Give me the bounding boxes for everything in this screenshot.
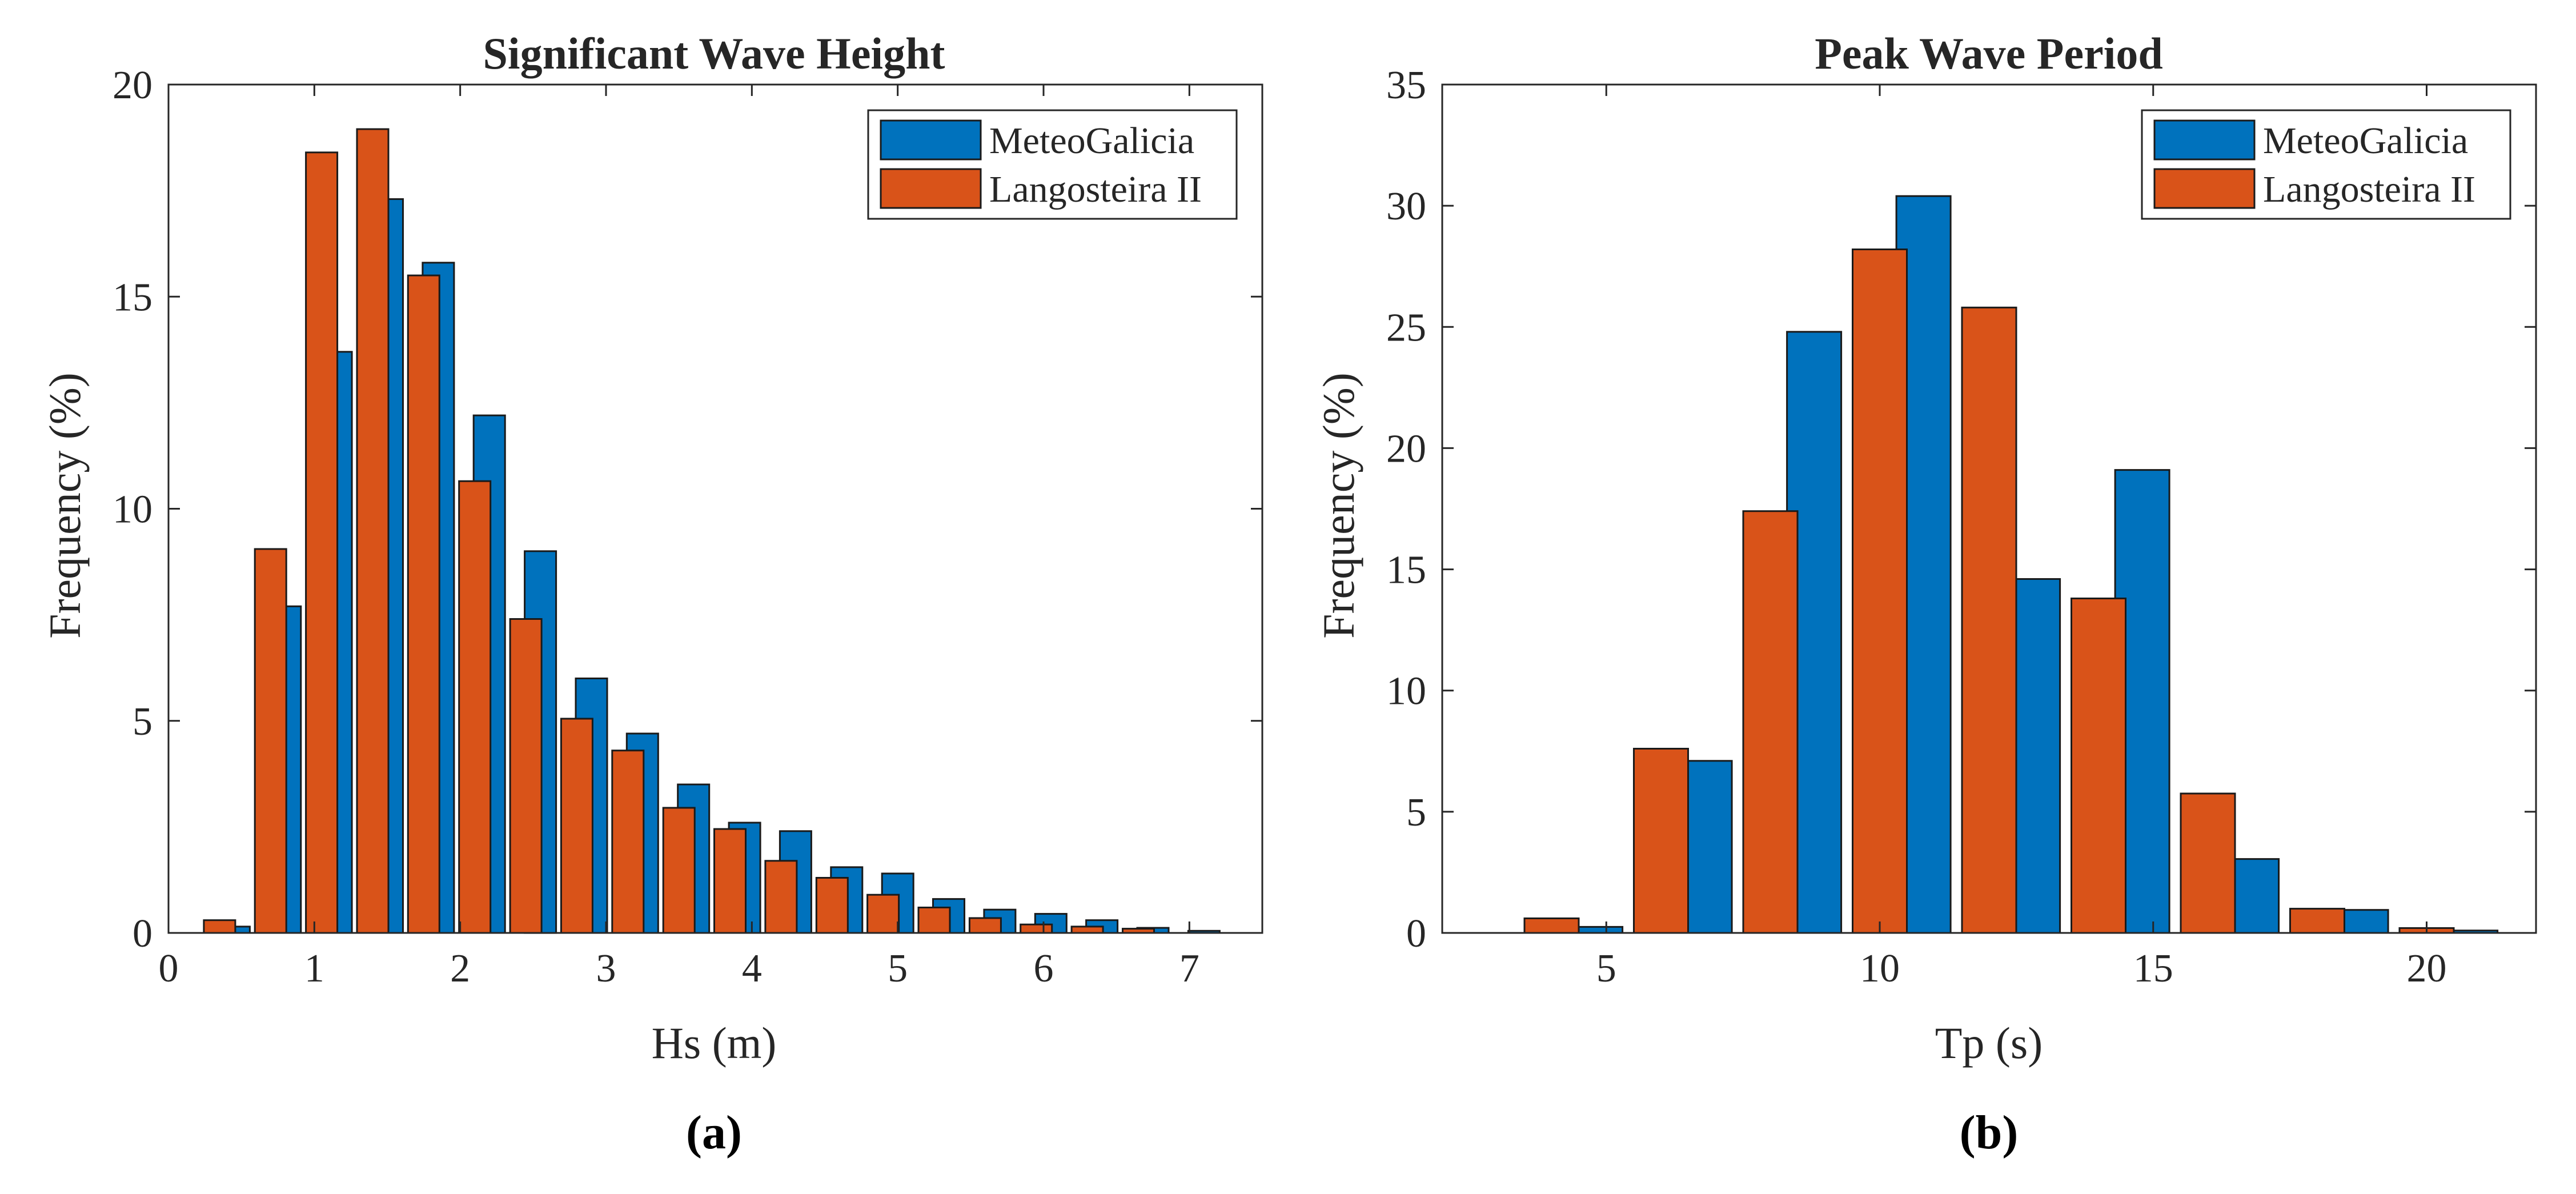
chart-b-legend-swatch-0 — [2153, 119, 2256, 161]
chart-a-bar-langosteira-7 — [560, 718, 593, 934]
chart-b-legend[interactable]: MeteoGalicia Langosteira II — [2141, 109, 2511, 220]
chart-a-bar-langosteira-8 — [611, 750, 645, 934]
chart-b-ytick-label-2: 10 — [1386, 670, 1426, 714]
chart-b-ytick-label-3: 15 — [1386, 548, 1426, 592]
chart-b-caption: (b) — [1960, 1106, 2019, 1159]
chart-b-xlabel: Tp (s) — [1935, 1018, 2043, 1068]
chart-a-bar-langosteira-17 — [1070, 925, 1104, 934]
chart-a-bar-langosteira-9 — [662, 807, 696, 934]
chart-b-ytick-label-7: 35 — [1386, 63, 1426, 107]
chart-b-xtick-label-3: 20 — [2407, 947, 2447, 991]
chart-a-bar-langosteira-0 — [203, 919, 236, 934]
chart-b-legend-label-0: MeteoGalicia — [2263, 120, 2468, 162]
chart-a-legend[interactable]: MeteoGalicia Langosteira II — [867, 109, 1238, 220]
chart-a-axes: 0 1 2 3 4 5 6 7 0 5 10 15 20 — [113, 63, 1263, 991]
chart-b-legend-label-1: Langosteira II — [2263, 169, 2475, 210]
chart-b-xtick-label-0: 5 — [1596, 947, 1616, 991]
chart-a-bar-langosteira-16 — [1020, 923, 1053, 934]
chart-b-xtick-label-2: 15 — [2133, 947, 2173, 991]
chart-a-bar-langosteira-4 — [407, 274, 440, 934]
chart-panel-b: Peak Wave Period Tp (s) Frequency (%) (b… — [1314, 29, 2537, 1159]
chart-a-bar-langosteira-15 — [968, 917, 1002, 934]
chart-b-bars — [1523, 195, 2499, 934]
chart-a-legend-label-0: MeteoGalicia — [989, 120, 1194, 162]
chart-b-bar-langosteira-5 — [2071, 598, 2126, 934]
chart-a-ytick-label-2: 10 — [113, 488, 153, 532]
chart-b-bar-langosteira-1 — [1633, 748, 1689, 934]
chart-b-bar-langosteira-7 — [2289, 908, 2345, 934]
chart-b-axes: 5 10 15 20 0 5 10 15 20 25 30 35 — [1386, 63, 2537, 991]
chart-b-ytick-label-5: 25 — [1386, 306, 1426, 350]
chart-a-bar-langosteira-3 — [356, 128, 390, 934]
chart-a-bar-langosteira-10 — [713, 828, 747, 934]
chart-b-bar-langosteira-6 — [2180, 792, 2236, 934]
chart-b-ylabel: Frequency (%) — [1314, 372, 1363, 639]
chart-a-xtick-label-7: 7 — [1179, 947, 1199, 991]
chart-b-xtick-label-1: 10 — [1860, 947, 1900, 991]
chart-a-bar-langosteira-12 — [815, 877, 849, 934]
chart-b-bar-langosteira-0 — [1523, 917, 1580, 934]
chart-a-ytick-label-0: 0 — [133, 912, 153, 956]
chart-a-bar-langosteira-5 — [458, 480, 492, 934]
chart-a-xtick-label-3: 3 — [596, 947, 616, 991]
chart-a-bar-langosteira-6 — [509, 618, 543, 934]
chart-b-bar-langosteira-3 — [1852, 249, 1908, 934]
chart-a-xtick-label-4: 4 — [742, 947, 762, 991]
chart-b-ytick-label-0: 0 — [1406, 912, 1426, 956]
chart-a-xtick-label-1: 1 — [304, 947, 324, 991]
chart-a-bar-langosteira-13 — [866, 894, 900, 934]
chart-a-xtick-label-5: 5 — [888, 947, 908, 991]
chart-a-xlabel: Hs (m) — [652, 1018, 777, 1068]
chart-a-bar-langosteira-2 — [305, 151, 339, 934]
chart-a-xtick-label-6: 6 — [1034, 947, 1054, 991]
chart-b-title: Peak Wave Period — [1815, 29, 2163, 78]
chart-a-xtick-label-0: 0 — [159, 947, 179, 991]
chart-a-ylabel: Frequency (%) — [40, 372, 90, 639]
chart-b-bar-langosteira-4 — [1961, 306, 2017, 934]
chart-a-legend-swatch-1 — [880, 168, 982, 209]
chart-b-axes-box — [1441, 83, 2537, 934]
chart-a-ytick-label-3: 15 — [113, 275, 153, 319]
chart-a-ytick-label-4: 20 — [113, 63, 153, 107]
chart-a-ytick-label-1: 5 — [133, 700, 153, 744]
chart-b-bar-langosteira-2 — [1742, 510, 1799, 934]
chart-a-bar-langosteira-1 — [254, 548, 287, 934]
chart-a-bar-langosteira-11 — [764, 860, 798, 934]
chart-a-legend-swatch-0 — [880, 119, 982, 161]
chart-b-legend-swatch-1 — [2153, 168, 2256, 209]
chart-panel-a: Significant Wave Height Hs (m) Frequency… — [40, 29, 1263, 1159]
chart-b-ytick-label-4: 20 — [1386, 427, 1426, 471]
chart-b-ytick-label-6: 30 — [1386, 185, 1426, 229]
chart-a-bars — [203, 128, 1221, 934]
chart-a-xtick-label-2: 2 — [450, 947, 470, 991]
chart-b-ytick-label-1: 5 — [1406, 791, 1426, 835]
chart-a-bar-langosteira-14 — [917, 907, 951, 934]
chart-a-legend-label-1: Langosteira II — [989, 169, 1202, 210]
chart-a-caption: (a) — [686, 1106, 742, 1159]
chart-a-title: Significant Wave Height — [483, 29, 945, 78]
